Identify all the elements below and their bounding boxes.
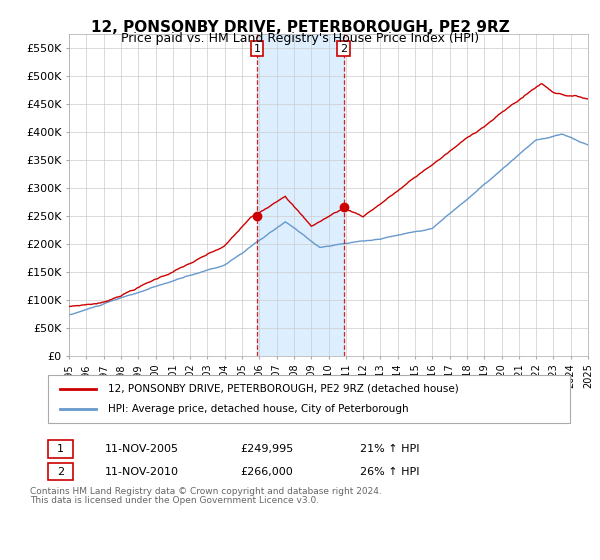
Text: Price paid vs. HM Land Registry's House Price Index (HPI): Price paid vs. HM Land Registry's House …	[121, 32, 479, 45]
Text: This data is licensed under the Open Government Licence v3.0.: This data is licensed under the Open Gov…	[30, 496, 319, 505]
Text: 11-NOV-2005: 11-NOV-2005	[105, 444, 179, 454]
Text: £266,000: £266,000	[240, 466, 293, 477]
Text: 1: 1	[254, 44, 260, 54]
Text: 12, PONSONBY DRIVE, PETERBOROUGH, PE2 9RZ (detached house): 12, PONSONBY DRIVE, PETERBOROUGH, PE2 9R…	[108, 384, 459, 394]
Text: 11-NOV-2010: 11-NOV-2010	[105, 466, 179, 477]
Text: 2: 2	[57, 466, 64, 477]
Text: £249,995: £249,995	[240, 444, 293, 454]
Text: 1: 1	[57, 444, 64, 454]
Text: 12, PONSONBY DRIVE, PETERBOROUGH, PE2 9RZ: 12, PONSONBY DRIVE, PETERBOROUGH, PE2 9R…	[91, 20, 509, 35]
Text: Contains HM Land Registry data © Crown copyright and database right 2024.: Contains HM Land Registry data © Crown c…	[30, 487, 382, 496]
Text: 2: 2	[340, 44, 347, 54]
Text: 21% ↑ HPI: 21% ↑ HPI	[360, 444, 419, 454]
Text: 26% ↑ HPI: 26% ↑ HPI	[360, 466, 419, 477]
Text: HPI: Average price, detached house, City of Peterborough: HPI: Average price, detached house, City…	[108, 404, 409, 414]
Bar	[257, 34, 344, 356]
